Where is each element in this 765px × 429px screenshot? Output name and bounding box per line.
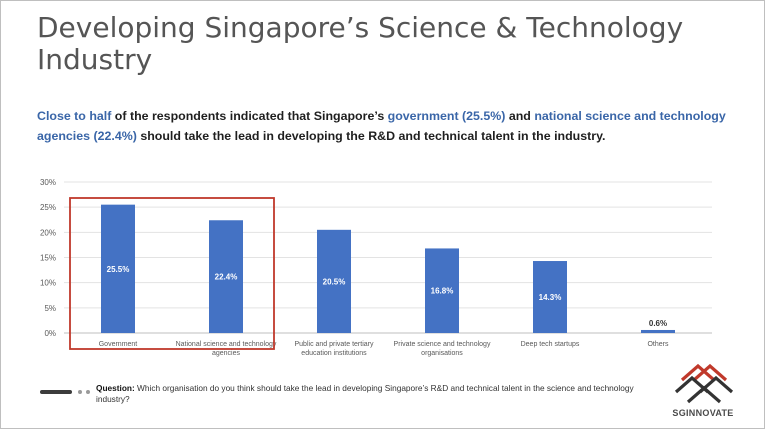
bar-chart: 0% 5% 10% 15% 20% 25% 30% 25.5% Government 22.4% N…: [40, 178, 712, 357]
y-tick-label: 0%: [44, 329, 56, 338]
summary-highlight-1: Close to half: [37, 109, 112, 123]
y-tick-label: 20%: [40, 228, 56, 237]
summary-text-3: should take the lead in developing the R…: [136, 129, 606, 143]
slide-title: Developing Singapore’s Science & Technol…: [37, 11, 684, 76]
data-label: 25.5%: [107, 265, 130, 274]
y-tick-label: 25%: [40, 203, 56, 212]
x-tick-label: education institutions: [301, 350, 367, 357]
bar: [209, 220, 243, 333]
question-label: Question:: [96, 383, 135, 393]
x-tick-label: Private science and technology: [394, 341, 491, 348]
y-tick-label: 15%: [40, 254, 56, 263]
x-tick-label: agencies: [212, 350, 241, 357]
summary-text-2: and: [505, 109, 535, 123]
summary-highlight-2: government (25.5%): [387, 109, 506, 123]
bar: [533, 261, 567, 333]
slide-summary: Close to half of the respondents indicat…: [37, 106, 737, 146]
x-tick-label: Public and private tertiary: [295, 341, 374, 348]
footer-dot-decoration: [86, 390, 90, 394]
logo-mark-icon: [674, 363, 734, 404]
y-tick-label: 5%: [44, 304, 56, 313]
question-body: Which organisation do you think should t…: [96, 383, 634, 404]
logo-wordmark: SGINNOVATE: [672, 408, 734, 418]
bar: [101, 204, 135, 333]
data-label: 22.4%: [215, 273, 238, 282]
summary-highlight-3: national science and technology agencies…: [37, 109, 726, 143]
summary-text-1: of the respondents indicated that Singap…: [111, 109, 388, 123]
data-label: 14.3%: [539, 293, 562, 302]
data-label: 16.8%: [431, 287, 454, 296]
bar: [317, 229, 351, 333]
question-text: Question: Which organisation do you thin…: [96, 383, 636, 405]
highlight-box: [69, 197, 275, 350]
y-tick-label: 10%: [40, 279, 56, 288]
x-tick-label: Others: [647, 341, 669, 348]
x-tick-label: Government: [99, 341, 138, 348]
footer-dot-decoration: [78, 390, 82, 394]
x-tick-label: Deep tech startups: [521, 341, 580, 348]
footer-bar-decoration: [40, 390, 72, 394]
bar: [425, 248, 459, 333]
x-tick-label: organisations: [421, 350, 463, 357]
data-label: 0.6%: [649, 319, 667, 328]
x-tick-label: National science and technology: [176, 341, 277, 348]
bar: [641, 329, 675, 333]
y-tick-label: 30%: [40, 178, 56, 187]
data-label: 20.5%: [323, 277, 346, 286]
sginnovate-logo: SGINNOVATE: [668, 358, 738, 420]
